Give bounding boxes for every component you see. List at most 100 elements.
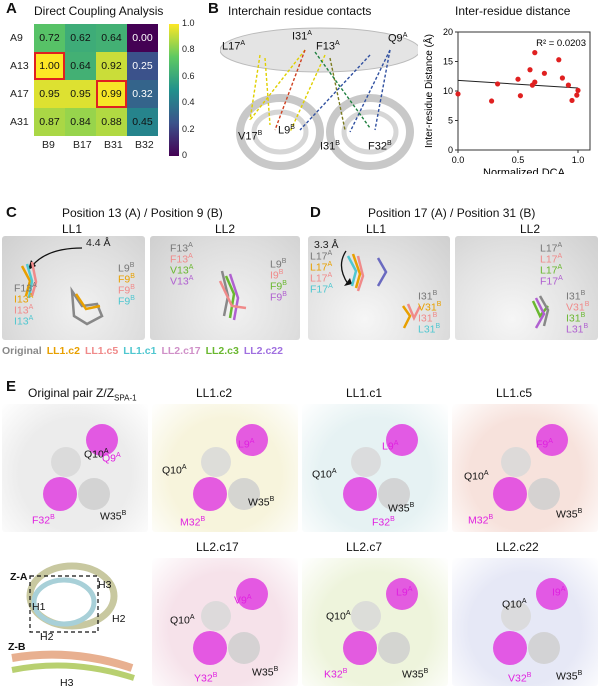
residue-label: L17A <box>310 272 333 285</box>
panel-e-residue-label: Q10A <box>312 468 337 481</box>
dca-heatmap: 0.72 0.62 0.64 0.00 1.00 0.64 0.92 0.25 0.95 0.95… <box>34 24 158 136</box>
panel-e-residue-label: W35B <box>556 670 583 683</box>
legend-entry: LL2.c22 <box>243 345 283 357</box>
heatmap-highlight <box>96 80 127 108</box>
heatmap-cell: 0.95 <box>65 80 96 108</box>
legend-entry: LL2.c17 <box>161 345 201 357</box>
panel-e-title: LL2.c17 <box>196 540 239 554</box>
residue-label: L17A <box>310 250 333 263</box>
data-point <box>532 79 538 85</box>
heatmap-cell: 0.25 <box>127 52 158 80</box>
panel-e-residue-label: Q10A <box>326 610 351 623</box>
residue-label: I13A <box>14 304 34 317</box>
panel-e-residue-label: W35B <box>252 666 279 679</box>
overview-label: H2 <box>40 631 54 643</box>
panel-e-residue-label: W35B <box>100 510 127 523</box>
heatmap-cell: 0.64 <box>65 52 96 80</box>
panel-e-residue-label: L9A <box>382 440 399 453</box>
panel-e-residue-label: Y32B <box>194 672 218 685</box>
panel-e-residue-label: Q10A <box>84 448 109 461</box>
panel-e-title: Original pair Z/ZSPA-1 <box>28 386 137 403</box>
panel-e-title: LL1.c2 <box>196 386 233 400</box>
panel-e-residue-label: I9A <box>552 586 566 599</box>
residue-label: F9B <box>118 295 135 308</box>
panel-d-ll2-title: LL2 <box>520 222 541 236</box>
panel-e-residue-label: F32B <box>32 514 55 527</box>
heatmap-cell: 0.62 <box>65 24 96 52</box>
x-tick-label: 1.0 <box>572 155 585 165</box>
legend-entry: LL1.c2 <box>46 345 80 357</box>
contact-label: V17B <box>238 130 263 143</box>
data-point <box>495 81 501 87</box>
panel-label-c: C <box>6 204 17 221</box>
panel-label-e: E <box>6 378 17 395</box>
residue-label: F9B <box>270 291 287 304</box>
residue-label: V31B <box>418 301 442 314</box>
panel-e-spheres <box>343 578 418 665</box>
panel-e-structure: F9A Q10A M32B W35B <box>452 404 598 532</box>
panel-e-residue-label: W35B <box>388 502 415 515</box>
residue-label: L17A <box>540 242 563 255</box>
heatmap-cell: 0.32 <box>127 80 158 108</box>
panel-c-ll1-title: LL1 <box>62 222 83 236</box>
contact-label: I31A <box>292 30 312 43</box>
legend-entry: LL1.c1 <box>123 345 157 357</box>
heatmap-row-label: A13 <box>10 60 29 72</box>
overview-label: H2 <box>112 613 126 625</box>
data-point <box>569 97 575 104</box>
panel-e-title: LL2.c22 <box>496 540 539 554</box>
panel-d-title: Position 17 (A) / Position 31 (B) <box>368 206 536 220</box>
heatmap-cell: 0.95 <box>34 80 65 108</box>
data-point <box>574 92 580 98</box>
panel-e-residue-label: V32B <box>508 672 532 685</box>
data-point <box>556 57 562 63</box>
data-point <box>527 67 533 73</box>
x-axis-label: Normalized DCA <box>483 167 566 174</box>
contact-label: L17A <box>222 40 246 53</box>
heatmap-cell: 0.72 <box>34 24 65 52</box>
panel-e-residue-label: W35B <box>556 508 583 521</box>
panel-e-spheres <box>493 578 568 665</box>
overview-label: H3 <box>60 677 74 686</box>
heatmap-cell: 0.00 <box>127 24 158 52</box>
heatmap-cell: 0.88 <box>96 108 127 136</box>
distance-scatter: 0 5 10 15 20 0.0 0.5 1.0 R² = 0.0203 Normalized D… <box>422 27 591 174</box>
residue-label: F17A <box>310 283 333 296</box>
panel-e-spheres <box>193 424 268 511</box>
colorbar-tick: 0.6 <box>182 70 195 81</box>
residue-label: V13A <box>170 264 194 277</box>
panel-e-spheres <box>43 424 118 511</box>
panel-e-residue-label: M32B <box>180 516 206 529</box>
data-point <box>489 98 495 104</box>
data-point <box>532 50 538 56</box>
panel-c-ll1-image <box>2 236 145 340</box>
panel-c-sticks <box>20 247 247 326</box>
heatmap-cell: 1.00 <box>34 52 65 80</box>
panel-e-spheres <box>493 424 568 511</box>
fit-line <box>457 79 579 89</box>
contacts-title: Interchain residue contacts <box>228 4 372 18</box>
colorbar <box>169 24 179 156</box>
heatmap-col-label: B17 <box>73 139 92 151</box>
data-point <box>575 87 581 94</box>
legend-entry: Original <box>2 345 42 357</box>
residue-label: F13A <box>170 253 193 266</box>
y-tick-label: 10 <box>443 86 453 96</box>
overview-label: Z-A <box>10 571 28 583</box>
panel-e-residue-label: Q10A <box>502 598 527 611</box>
residue-label: F9B <box>118 273 135 286</box>
panel-e-residue-label: K32B <box>324 668 348 681</box>
x-tick-label: 0.0 <box>452 155 465 165</box>
residue-label: I31B <box>418 312 438 325</box>
panel-d-ll2-image <box>455 236 598 340</box>
contact-label: I31B <box>320 140 340 153</box>
panel-label-d: D <box>310 204 321 221</box>
y-tick-label: 0 <box>448 145 453 155</box>
residue-label: L31B <box>418 323 441 336</box>
residue-label: I31B <box>566 290 586 303</box>
panel-label-a: A <box>6 0 17 17</box>
residue-label: L31B <box>566 323 589 336</box>
panel-e-residue-label: F32B <box>372 516 395 529</box>
y-tick-label: 5 <box>448 116 453 126</box>
y-tick-label: 20 <box>443 27 453 37</box>
